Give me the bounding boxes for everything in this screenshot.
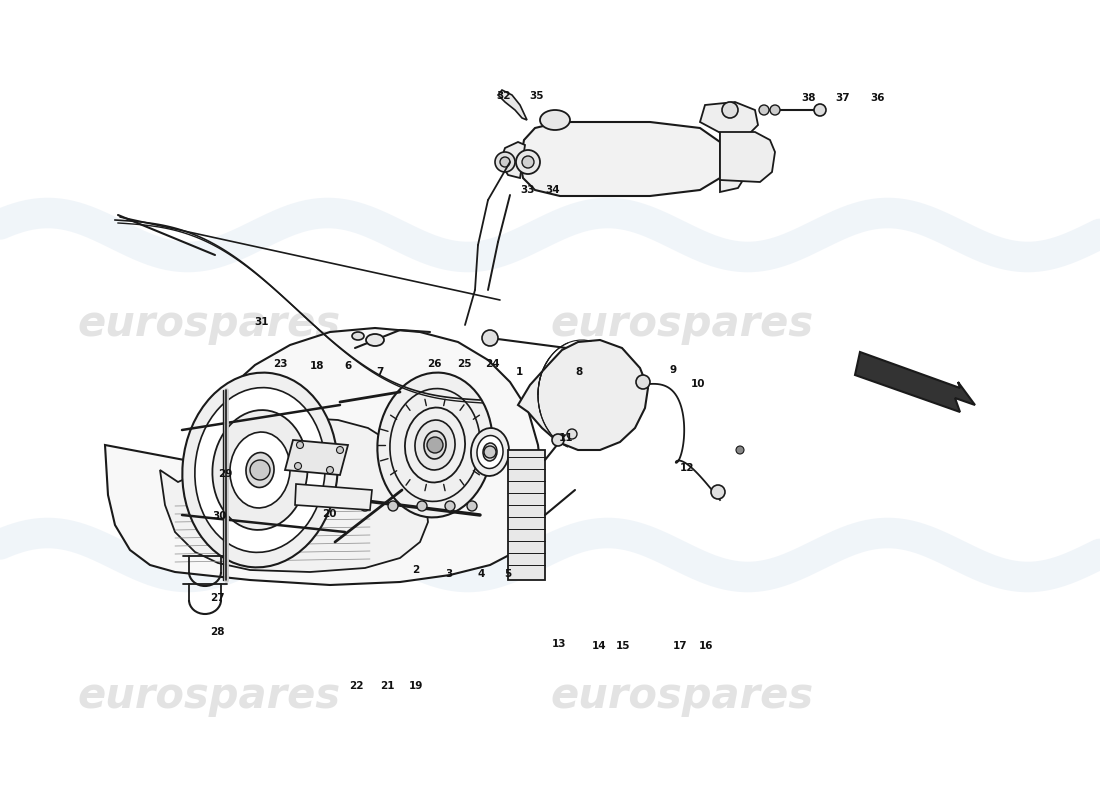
Text: 7: 7 [376, 367, 383, 377]
Text: eurospares: eurospares [77, 675, 341, 717]
Ellipse shape [483, 443, 497, 461]
Circle shape [468, 501, 477, 511]
Circle shape [516, 150, 540, 174]
Text: 18: 18 [309, 362, 324, 371]
Circle shape [522, 156, 534, 168]
Ellipse shape [195, 388, 326, 552]
Text: 34: 34 [544, 186, 560, 195]
Circle shape [427, 437, 443, 453]
Text: 8: 8 [575, 367, 582, 377]
Text: 32: 32 [496, 91, 512, 101]
Text: 37: 37 [835, 93, 850, 102]
Circle shape [295, 462, 301, 470]
Text: 10: 10 [691, 379, 706, 389]
Text: 19: 19 [408, 682, 424, 691]
Ellipse shape [246, 453, 274, 487]
Text: eurospares: eurospares [550, 675, 814, 717]
Polygon shape [285, 440, 348, 475]
Polygon shape [720, 132, 775, 182]
Circle shape [250, 460, 270, 480]
Ellipse shape [477, 435, 503, 469]
Circle shape [814, 104, 826, 116]
Polygon shape [700, 102, 758, 137]
Text: 22: 22 [349, 682, 364, 691]
Text: 11: 11 [559, 434, 574, 443]
Text: 29: 29 [218, 469, 233, 478]
Ellipse shape [366, 334, 384, 346]
Circle shape [417, 501, 427, 511]
Text: 35: 35 [529, 91, 544, 101]
Text: 16: 16 [698, 642, 714, 651]
Text: 12: 12 [680, 463, 695, 473]
Polygon shape [160, 418, 428, 572]
Text: 30: 30 [212, 511, 228, 521]
Ellipse shape [212, 410, 308, 530]
Circle shape [446, 501, 455, 511]
Polygon shape [104, 328, 542, 585]
Ellipse shape [352, 332, 364, 340]
Polygon shape [720, 132, 748, 192]
Polygon shape [518, 340, 648, 450]
Circle shape [327, 466, 333, 474]
Ellipse shape [424, 431, 446, 459]
Circle shape [388, 501, 398, 511]
Polygon shape [498, 90, 527, 120]
Text: 17: 17 [672, 642, 688, 651]
Ellipse shape [471, 428, 509, 476]
Text: 15: 15 [615, 642, 630, 651]
Text: 13: 13 [551, 639, 566, 649]
Circle shape [337, 446, 343, 454]
Text: 21: 21 [379, 682, 395, 691]
Ellipse shape [377, 373, 493, 518]
Circle shape [297, 442, 304, 449]
Polygon shape [295, 484, 372, 510]
Circle shape [482, 330, 498, 346]
Text: 28: 28 [210, 627, 225, 637]
Polygon shape [508, 450, 544, 580]
Polygon shape [500, 142, 525, 178]
Text: 36: 36 [870, 93, 886, 102]
Circle shape [736, 446, 744, 454]
Circle shape [722, 102, 738, 118]
Text: 27: 27 [210, 594, 225, 603]
Circle shape [770, 105, 780, 115]
Circle shape [636, 375, 650, 389]
Circle shape [500, 157, 510, 167]
Ellipse shape [540, 110, 570, 130]
Text: 3: 3 [446, 569, 452, 578]
Text: 20: 20 [321, 509, 337, 518]
Text: 2: 2 [412, 565, 419, 574]
Polygon shape [855, 352, 975, 412]
Text: 23: 23 [273, 359, 288, 369]
Circle shape [484, 446, 496, 458]
Polygon shape [520, 122, 725, 196]
Ellipse shape [183, 373, 338, 567]
Text: 4: 4 [477, 569, 484, 578]
Circle shape [711, 485, 725, 499]
Circle shape [552, 434, 564, 446]
Text: 5: 5 [505, 569, 512, 578]
Ellipse shape [230, 432, 290, 508]
Text: eurospares: eurospares [550, 303, 814, 345]
Text: 38: 38 [801, 93, 816, 102]
Ellipse shape [415, 420, 455, 470]
Text: 31: 31 [254, 317, 270, 326]
Circle shape [360, 501, 370, 511]
Text: 25: 25 [456, 359, 472, 369]
Circle shape [495, 152, 515, 172]
Circle shape [614, 349, 626, 361]
Circle shape [566, 429, 578, 439]
Text: 1: 1 [516, 367, 522, 377]
Text: 33: 33 [520, 186, 536, 195]
Text: 6: 6 [344, 362, 351, 371]
Ellipse shape [630, 376, 646, 388]
Circle shape [759, 105, 769, 115]
Text: 24: 24 [485, 359, 501, 369]
Text: 14: 14 [592, 642, 607, 651]
Text: eurospares: eurospares [77, 303, 341, 345]
Text: 26: 26 [427, 359, 442, 369]
Text: 9: 9 [670, 365, 676, 374]
